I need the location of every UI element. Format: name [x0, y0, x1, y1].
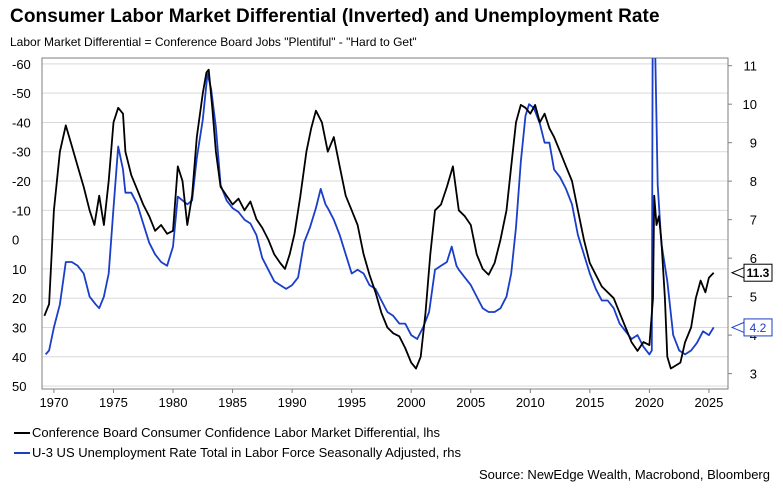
right-tick-label: 11 — [744, 59, 758, 74]
x-tick-label: 1970 — [39, 395, 68, 410]
left-tick-label: -60 — [12, 57, 31, 72]
callout-value: 4.2 — [750, 321, 767, 335]
left-tick-label: 10 — [12, 262, 26, 277]
source-note: Source: NewEdge Wealth, Macrobond, Bloom… — [479, 467, 770, 482]
legend-item-differential: Conference Board Consumer Confidence Lab… — [14, 425, 440, 440]
callout-value: 11.3 — [747, 266, 770, 280]
legend-label-unemployment: U-3 US Unemployment Rate Total in Labor … — [32, 445, 461, 460]
legend-item-unemployment: U-3 US Unemployment Rate Total in Labor … — [14, 445, 461, 460]
left-tick-label: -40 — [12, 115, 31, 130]
callout-box — [743, 318, 773, 337]
x-axis: 1970 1975 1980 1985 1990 1995 2000 2005 2010 2015… — [39, 389, 723, 410]
left-tick-label: -10 — [12, 203, 31, 218]
left-tick-label: 0 — [12, 233, 19, 248]
right-axis: 34567891011 — [728, 59, 757, 382]
x-tick-label: 1985 — [218, 395, 247, 410]
x-tick-label: 2010 — [516, 395, 545, 410]
chart-subtitle: Labor Market Differential = Conference B… — [10, 35, 417, 49]
left-tick-label: 40 — [12, 350, 26, 365]
left-tick-label: 30 — [12, 320, 26, 335]
x-tick-label: 1990 — [278, 395, 307, 410]
right-tick-label: 10 — [743, 97, 757, 112]
plot-area-frame — [41, 57, 729, 390]
right-tick-label: 9 — [750, 136, 757, 151]
left-axis: -60 -50 -40 -30 -20 -10 0 10 20 30 40 50 — [12, 57, 31, 394]
gridlines — [42, 63, 728, 387]
left-tick-label: -20 — [12, 174, 31, 189]
x-tick-label: 1995 — [337, 395, 366, 410]
x-tick-label: 2000 — [397, 395, 426, 410]
right-tick-label: 8 — [750, 174, 757, 189]
legend-swatch-black — [14, 431, 30, 434]
left-tick-label: 20 — [12, 291, 26, 306]
left-tick-label: -50 — [12, 86, 31, 101]
x-tick-label: 1980 — [159, 395, 188, 410]
series-lines — [43, 58, 715, 370]
callout-pointer — [730, 266, 745, 279]
unemployment-line — [44, 58, 715, 356]
right-tick-label: 3 — [750, 367, 757, 382]
last-value-callouts: 11.3 4.2 — [730, 263, 773, 337]
x-tick-label: 2020 — [635, 395, 664, 410]
x-tick-label: 2005 — [456, 395, 485, 410]
callout-pointer — [730, 321, 745, 334]
legend-swatch-blue — [14, 451, 30, 454]
left-tick-label: -30 — [12, 145, 31, 160]
right-tick-label: 6 — [750, 251, 757, 266]
x-tick-label: 1975 — [99, 395, 128, 410]
differential-line — [43, 68, 715, 370]
right-tick-label: 5 — [750, 290, 757, 305]
right-tick-label: 7 — [750, 213, 757, 228]
x-tick-label: 2025 — [694, 395, 723, 410]
x-tick-label: 2015 — [575, 395, 604, 410]
chart-title: Consumer Labor Market Differential (Inve… — [10, 6, 660, 27]
left-tick-label: 50 — [12, 379, 26, 394]
callout-box — [743, 263, 773, 282]
legend-label-differential: Conference Board Consumer Confidence Lab… — [32, 425, 441, 440]
